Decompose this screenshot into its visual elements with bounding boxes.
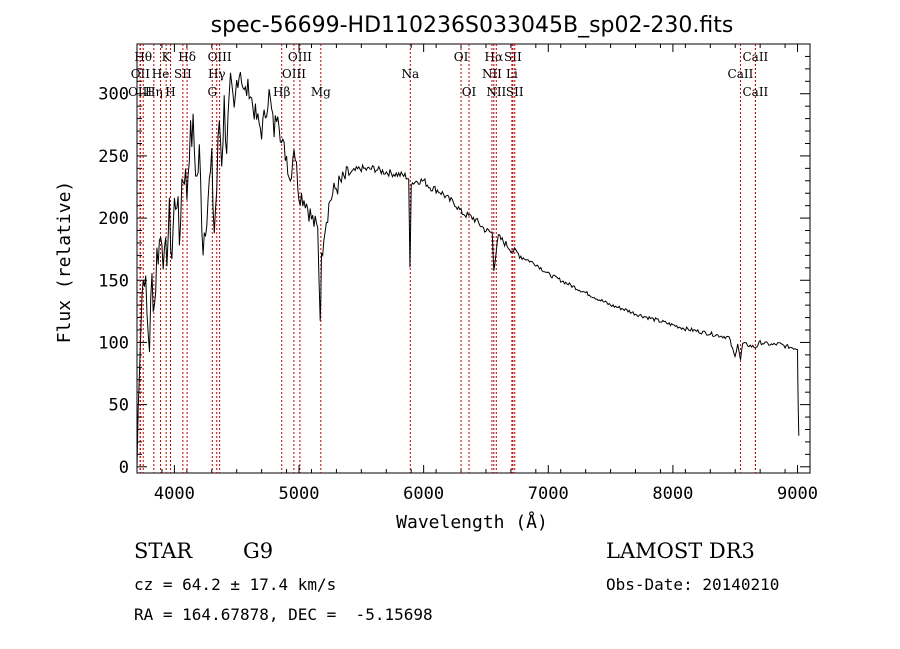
spectral-line-label: CaII (728, 67, 754, 81)
spectral-line-label: Hβ (273, 85, 290, 99)
spectral-line-label: NII (482, 67, 502, 81)
chart-title: spec-56699-HD110236S033045B_sp02-230.fit… (211, 13, 734, 38)
spectral-line-label: Li (506, 67, 518, 81)
x-tick-label: 9000 (777, 484, 818, 504)
spectral-line-label: G (207, 85, 217, 99)
x-tick-label: 4000 (154, 484, 195, 504)
spectral-line-label: OI (462, 85, 477, 99)
spectral-line-label: Hγ (208, 67, 226, 81)
y-tick-label: 250 (98, 147, 129, 167)
x-tick-label: 6000 (403, 484, 444, 504)
redshift-info: cz = 64.2 ± 17.4 km/s (134, 575, 337, 594)
spectral-line-label: OI (454, 50, 469, 64)
x-tick-label: 8000 (652, 484, 693, 504)
spectral-line-label: Hη (145, 85, 163, 99)
obs-date: Obs-Date: 20140210 (606, 575, 780, 594)
x-axis: 4000 5000 6000 7000 8000 9000 (136, 44, 818, 504)
x-tick-label: 5000 (279, 484, 320, 504)
spectrum-series-line (136, 71, 800, 468)
y-tick-label: 0 (119, 458, 129, 478)
spectral-line-label: Hθ (134, 50, 152, 64)
y-tick-label: 100 (98, 333, 129, 353)
survey-name: LAMOST DR3 (606, 539, 755, 563)
spectral-line-label: SII (174, 67, 192, 81)
spectral-line-label: OIII (208, 50, 232, 64)
spectral-line-label: Hδ (178, 50, 196, 64)
spectral-line-label: He (152, 67, 170, 81)
y-tick-label: 300 (98, 85, 129, 105)
spectral-line-label: Na (401, 67, 419, 81)
spectral-line-label: SII (506, 85, 524, 99)
spectral-line-label: H (165, 85, 175, 99)
coordinates: RA = 164.67878, DEC = -5.15698 (134, 605, 433, 624)
y-axis-label: Flux (relative) (54, 181, 75, 344)
spectral-line-label: K (162, 50, 172, 64)
x-tick-label: 7000 (528, 484, 569, 504)
y-tick-label: 150 (98, 271, 129, 291)
spectral-line-label: OIII (128, 85, 152, 99)
spectral-line-label: Mg (311, 85, 331, 99)
object-subclass: G9 (243, 539, 274, 563)
spectral-line-label: OIII (282, 67, 306, 81)
x-axis-label: Wavelength (Å) (396, 511, 548, 533)
y-tick-label: 50 (109, 396, 129, 416)
spectral-line-label: OIII (288, 50, 312, 64)
object-class: STAR (134, 539, 193, 563)
spectral-line-label: SII (504, 50, 522, 64)
spectral-line-label: NII (486, 85, 506, 99)
y-axis: 0 50 100 150 200 250 300 (98, 55, 810, 478)
spectral-line-label: CaII (742, 85, 768, 99)
spectral-line-label: Hα (485, 50, 504, 64)
y-tick-label: 200 (98, 209, 129, 229)
plot-frame (136, 43, 811, 474)
